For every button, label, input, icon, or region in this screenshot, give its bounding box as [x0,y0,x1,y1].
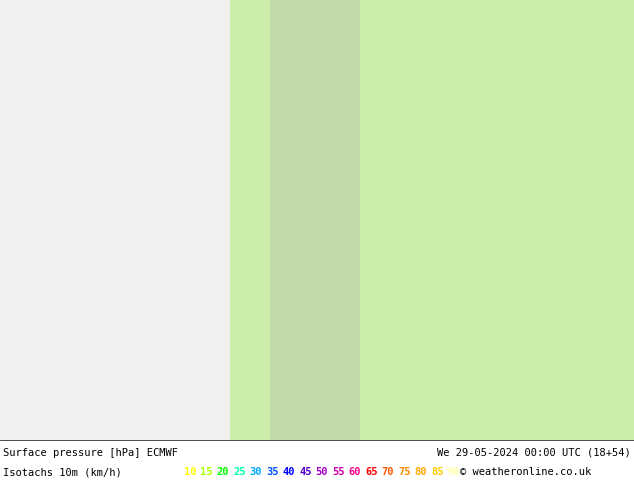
Text: © weatheronline.co.uk: © weatheronline.co.uk [460,467,591,477]
Text: 85: 85 [431,467,444,477]
Polygon shape [230,0,634,440]
Text: 15: 15 [200,467,213,477]
Text: 90: 90 [448,467,460,477]
Text: We 29-05-2024 00:00 UTC (18+54): We 29-05-2024 00:00 UTC (18+54) [437,448,631,458]
Text: 80: 80 [415,467,427,477]
Text: 60: 60 [349,467,361,477]
Text: 35: 35 [266,467,279,477]
Polygon shape [270,0,360,440]
Text: 65: 65 [365,467,378,477]
Polygon shape [0,0,230,440]
Text: 10: 10 [184,467,197,477]
Text: 50: 50 [316,467,328,477]
Text: Surface pressure [hPa] ECMWF: Surface pressure [hPa] ECMWF [3,448,178,458]
Text: 55: 55 [332,467,345,477]
Text: Isotachs 10m (km/h): Isotachs 10m (km/h) [3,467,122,477]
Text: 45: 45 [299,467,312,477]
Text: 75: 75 [398,467,411,477]
Text: 70: 70 [382,467,394,477]
Text: 40: 40 [283,467,295,477]
Text: 30: 30 [250,467,262,477]
Text: 20: 20 [217,467,230,477]
Text: 25: 25 [233,467,246,477]
